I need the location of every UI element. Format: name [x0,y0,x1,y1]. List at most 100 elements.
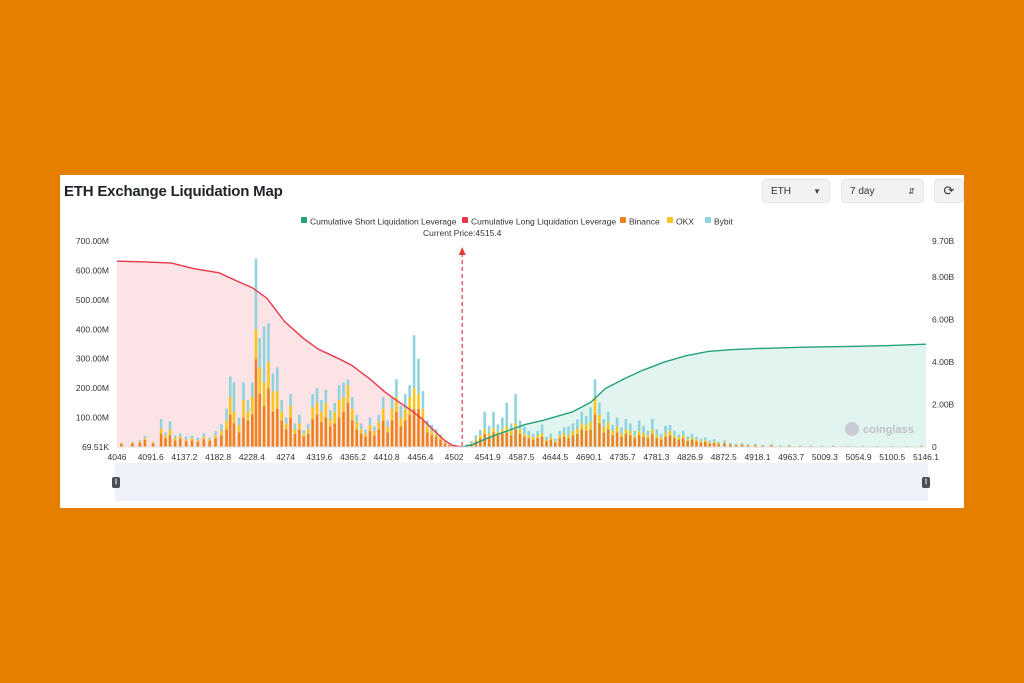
bar-bybit-segment [421,391,425,409]
bar-okx-segment [620,433,623,437]
bar-okx-segment [315,402,319,415]
bar-okx-segment [624,429,628,434]
bar-binance-segment [337,417,341,447]
bar-bybit-segment [220,424,223,431]
bar-bybit-segment [501,417,504,430]
right-tick-label-3: 6.00B [932,315,955,325]
legend-label-binance: Binance [629,217,660,227]
bar-99 [598,402,601,447]
bar-91 [562,427,566,447]
bar-134 [770,444,773,447]
bar-bybit-segment [890,445,894,447]
bar-okx-segment [412,388,416,409]
updown-caret-icon: ⇵ [908,186,915,196]
bar-okx-segment [567,435,570,439]
bar-okx-segment [251,396,254,415]
bar-bybit-segment [699,438,703,442]
bar-okx-segment [478,435,482,439]
bar-binance-segment [190,440,194,447]
slider-right-handle[interactable]: || [922,477,930,488]
bar-bybit-segment [168,421,172,430]
left-tick-label-7: 700.00M [76,236,109,246]
bar-binance-segment [664,436,667,447]
bar-okx-segment [761,445,764,447]
bar-okx-segment [659,437,663,440]
bar-binance-segment [470,444,473,447]
bar-28 [271,373,275,447]
bar-binance-segment [677,439,681,447]
bar-bybit-segment [258,338,261,368]
bar-bybit-segment [740,442,744,445]
bar-okx-segment [686,439,689,442]
range-slider[interactable] [115,463,928,501]
bar-binance-segment [611,435,614,447]
x-tick-label-20: 4963.7 [778,452,804,462]
bar-binance-segment [492,432,495,447]
bar-46 [351,396,354,447]
bar-bybit-segment [289,394,292,406]
bar-binance-segment [523,436,526,447]
bar-okx-segment [306,429,310,434]
bar-50 [368,417,372,447]
legend-label-long: Cumulative Long Liquidation Leverage [471,217,616,227]
bar-bybit-segment [159,419,163,429]
legend-swatch-binance [620,217,626,223]
bar-77 [501,417,504,447]
range-select[interactable]: 7 day ⇵ [841,179,924,203]
bar-bybit-segment [320,399,323,412]
bar-okx-segment [220,430,223,436]
legend-item-short: Cumulative Short Liquidation Leverage [301,217,457,227]
bar-okx-segment [695,439,698,442]
left-tick-label-6: 600.00M [76,265,109,275]
bar-bybit-segment [483,411,486,430]
bar-okx-segment [403,408,407,421]
bar-binance-segment [395,411,398,447]
bar-okx-segment [558,435,562,439]
bar-bybit-segment [351,396,354,409]
bar-okx-segment [159,428,163,434]
bar-binance-segment [368,430,372,447]
long-cumulative-area [117,261,462,447]
bar-116 [673,430,676,447]
bar-binance-segment [655,438,659,447]
bar-binance-segment [208,441,211,447]
bar-binance-segment [540,436,544,447]
bar-24 [254,258,258,447]
bar-binance-segment [567,438,570,447]
bar-7 [168,421,172,447]
bar-binance-segment [178,438,182,447]
bar-binance-segment [289,417,292,447]
x-tick-label-2: 4137.2 [171,452,197,462]
refresh-button[interactable]: ⟳ [934,179,964,203]
bar-okx-segment [536,435,539,439]
chart-card: ETH Exchange Liquidation Map ETH ▼ 7 day… [60,175,964,508]
bar-bybit-segment [580,411,584,424]
bar-bybit-segment [417,358,420,395]
bar-14 [208,437,211,447]
bar-okx-segment [584,424,588,431]
slider-left-handle[interactable]: || [112,477,120,488]
bar-bybit-segment [562,427,566,434]
bar-okx-segment [173,437,177,441]
asset-select[interactable]: ETH ▼ [762,179,830,203]
bar-okx-segment [820,446,824,447]
bar-okx-segment [298,423,301,430]
bar-124 [708,440,712,447]
bar-binance-segment [267,388,270,447]
bar-bybit-segment [598,402,601,415]
bar-115 [668,424,672,447]
bar-29 [276,367,279,447]
bar-43 [337,385,341,447]
bar-binance-segment [373,435,376,447]
bar-okx-segment [164,435,167,439]
bar-45 [346,379,350,447]
bar-bybit-segment [509,423,513,431]
chart-title: ETH Exchange Liquidation Map [64,183,283,200]
bar-85 [536,430,539,447]
legend-item-okx: OKX [667,217,694,227]
legend-swatch-okx [667,217,673,223]
bar-bybit-segment [377,414,381,422]
bar-okx-segment [615,426,619,433]
x-tick-label-6: 4319.6 [306,452,332,462]
bar-okx-segment [190,438,194,441]
